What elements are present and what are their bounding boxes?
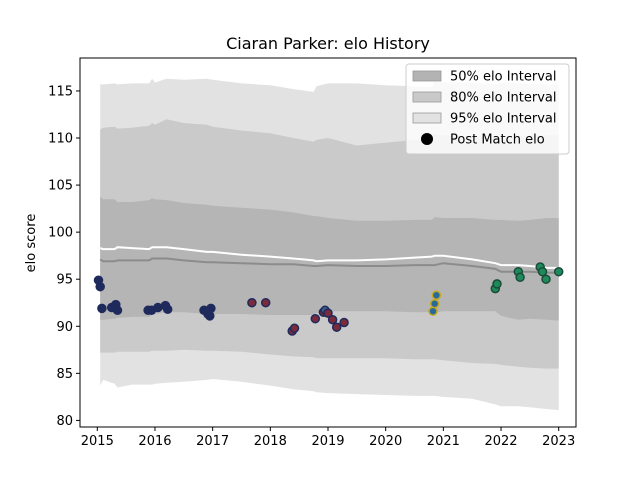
post-match-elo-point [339,317,349,328]
post-match-elo-point [206,303,216,314]
y-tick-label: 80 [56,414,73,429]
legend: 50% elo Interval 80% elo Interval 95% elo … [405,63,570,155]
post-match-elo-point [162,304,173,315]
post-match-elo-point [323,308,333,318]
x-tick-label: 2020 [369,434,402,449]
post-match-elo-point [260,297,271,308]
post-match-elo-point [112,305,123,316]
legend-label: 50% elo Interval [450,70,557,85]
chart-title: Ciaran Parker: elo History [226,34,430,53]
post-match-elo-point [515,272,525,283]
post-match-elo-point [327,314,338,325]
post-match-elo-point [431,290,442,300]
post-match-elo-point [289,323,300,333]
post-match-elo-point [553,266,564,277]
post-match-elo-point [492,279,502,289]
post-match-elo-point [205,311,215,321]
x-tick-label: 2021 [427,434,460,449]
legend-label: 95% elo Interval [450,112,557,127]
post-match-elo-point [95,281,105,292]
y-tick-label: 110 [48,132,73,147]
y-tick-label: 95 [56,273,73,288]
legend-marker [421,133,433,145]
y-axis-label: elo score [24,214,39,273]
y-tick-label: 115 [48,84,73,99]
x-tick-label: 2015 [81,434,114,449]
legend-label: Post Match elo [450,133,545,148]
post-match-elo-point [537,266,548,277]
x-tick-label: 2019 [311,434,344,449]
plot-area: 2015 2016 2017 2018 2019 2020 2021 2022 2023 80 85… [48,57,577,449]
post-match-elo-point [310,313,321,324]
post-match-elo-point [428,306,438,316]
post-match-elo-point [247,297,257,308]
legend-swatch [412,112,442,124]
legend-label: 80% elo Interval [450,91,557,106]
post-match-elo-point [541,274,551,284]
x-tick-label: 2018 [254,434,287,449]
post-match-elo-point [429,298,440,309]
legend-swatch [412,70,442,82]
y-tick-label: 105 [48,179,73,194]
x-tick-label: 2023 [542,434,575,449]
mean-elo-line [99,246,559,269]
y-tick-label: 90 [56,320,73,335]
x-tick-label: 2017 [196,434,229,449]
x-tick-label: 2016 [138,434,171,449]
y-tick-label: 100 [48,226,73,241]
band-50-interval [100,196,559,321]
post-match-elo-point [331,322,342,332]
post-match-elo-point [97,303,107,314]
y-tick-label: 85 [56,367,73,382]
x-tick-label: 2022 [484,434,517,449]
legend-frame [405,63,570,155]
legend-swatch [412,91,442,103]
median-elo-line [99,257,559,274]
post-match-elo-point [153,302,163,313]
